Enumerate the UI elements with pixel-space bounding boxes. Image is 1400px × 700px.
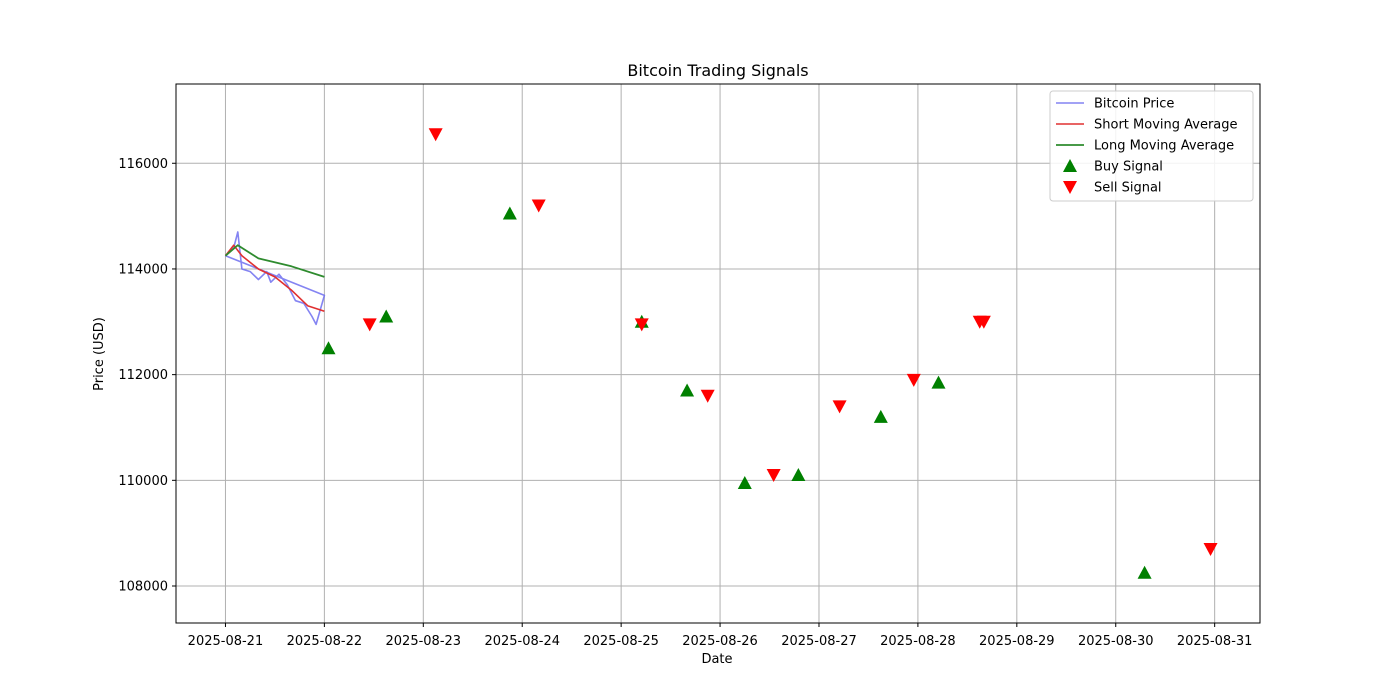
x-tick-label: 2025-08-23 — [386, 634, 462, 649]
buy-signal-marker — [680, 383, 695, 397]
y-tick-label: 110000 — [118, 474, 168, 489]
sell-signal-marker — [832, 400, 847, 414]
legend-label: Buy Signal — [1094, 160, 1163, 175]
buy-signal-marker — [1137, 565, 1152, 579]
sell-signal-marker — [766, 469, 781, 483]
legend-label: Long Moving Average — [1094, 139, 1234, 154]
buy-signal-marker — [737, 475, 752, 489]
sell-signal-marker — [976, 315, 991, 329]
x-tick-label: 2025-08-21 — [188, 634, 264, 649]
sell-signal-marker — [906, 373, 921, 387]
legend-label: Sell Signal — [1094, 181, 1162, 196]
long-moving-average-line — [224, 244, 325, 278]
x-tick-label: 2025-08-22 — [287, 634, 363, 649]
legend-label: Bitcoin Price — [1094, 97, 1174, 112]
sell-signal-marker — [531, 199, 546, 213]
x-tick-label: 2025-08-28 — [880, 634, 956, 649]
series-lines — [224, 231, 326, 326]
y-tick-label: 112000 — [118, 368, 168, 383]
y-tick-label: 116000 — [118, 157, 168, 172]
buy-signal-marker — [931, 375, 946, 389]
y-axis-label: Price (USD) — [92, 317, 107, 391]
signal-markers — [321, 128, 1218, 579]
x-tick-label: 2025-08-29 — [979, 634, 1055, 649]
sell-signal-marker — [634, 318, 649, 332]
buy-signal-marker — [502, 206, 517, 220]
x-axis-label: Date — [701, 652, 732, 667]
legend-box — [1049, 90, 1254, 202]
legend-label: Short Moving Average — [1094, 118, 1238, 133]
x-tick-label: 2025-08-26 — [682, 634, 758, 649]
buy-signal-marker — [379, 309, 394, 323]
x-tick-label: 2025-08-25 — [583, 634, 659, 649]
x-tick-label: 2025-08-30 — [1078, 634, 1154, 649]
sell-signal-marker — [362, 318, 377, 332]
x-tick-label: 2025-08-27 — [781, 634, 857, 649]
x-tick-label: 2025-08-31 — [1177, 634, 1253, 649]
buy-signal-marker — [873, 409, 888, 423]
y-tick-label: 108000 — [118, 580, 168, 595]
legend: Bitcoin Price Short Moving Average Long Mo… — [1049, 90, 1254, 202]
legend-swatch-buy — [1063, 159, 1077, 172]
plot-frame — [175, 83, 1261, 624]
bitcoin-price-line — [224, 231, 326, 326]
chart-title: Bitcoin Trading Signals — [627, 61, 808, 80]
sell-signal-marker — [1203, 543, 1218, 557]
buy-signal-marker — [791, 468, 806, 482]
sell-signal-marker — [700, 389, 715, 403]
x-tick-label: 2025-08-24 — [484, 634, 560, 649]
legend-swatch-sell — [1063, 181, 1077, 194]
sell-signal-marker — [428, 128, 443, 142]
axis-ticks: 2025-08-21 2025-08-22 2025-08-23 2025-08-24… — [118, 157, 1252, 649]
buy-signal-marker — [321, 341, 336, 355]
y-tick-label: 114000 — [118, 262, 168, 277]
